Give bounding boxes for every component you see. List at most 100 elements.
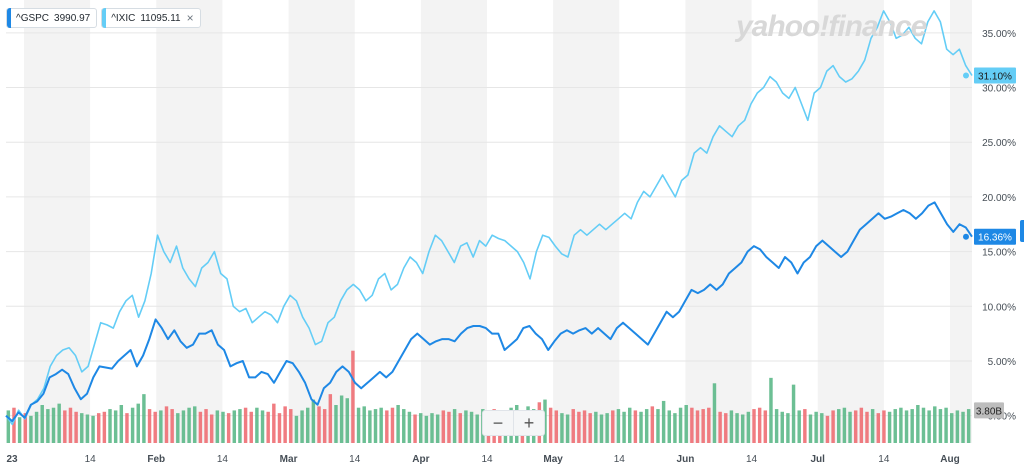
volume-bar <box>300 410 304 443</box>
volume-bar <box>413 414 417 443</box>
x-tick-label: Jul <box>810 454 825 465</box>
volume-bar <box>362 406 366 443</box>
yahoo-finance-logo: yahoo!finance <box>736 10 927 43</box>
volume-bar <box>944 407 948 443</box>
volume-bar <box>599 414 604 443</box>
volume-bar <box>808 414 813 443</box>
volume-bar <box>136 403 140 443</box>
volume-bar <box>458 413 462 443</box>
volume-bar <box>430 413 434 443</box>
volume-bar <box>571 409 575 443</box>
volume-bar <box>260 410 265 443</box>
volume-bar <box>661 400 666 443</box>
close-icon[interactable]: × <box>186 11 194 25</box>
volume-bar <box>678 407 683 443</box>
volume-bar <box>955 410 960 443</box>
volume-bar <box>113 410 118 443</box>
volume-bar <box>17 417 22 443</box>
x-tick-label: 14 <box>217 454 229 465</box>
shaded-band <box>420 0 487 443</box>
volume-bar <box>644 409 649 443</box>
volume-bar <box>311 399 316 443</box>
x-tick-label: Mar <box>280 454 298 465</box>
y-tick-label: 5.00% <box>988 357 1016 368</box>
series-value-label: 16.36% <box>978 233 1012 244</box>
series-end-dot <box>963 233 969 240</box>
volume-bar <box>447 411 451 443</box>
volume-bar <box>255 407 259 443</box>
volume-bar <box>814 411 818 443</box>
zoom-in-button[interactable]: + <box>513 411 544 435</box>
volume-bar <box>402 409 406 443</box>
volume-bar <box>63 410 67 443</box>
volume-bar <box>176 413 180 443</box>
volume-bar <box>904 410 909 443</box>
volume-bar <box>385 410 389 443</box>
legend-item-gspc[interactable]: ^GSPC 3990.97 <box>6 8 98 28</box>
volume-bar <box>159 410 163 443</box>
volume-bar <box>605 413 609 443</box>
series-line-ixic <box>5 10 973 426</box>
volume-bar <box>701 409 705 443</box>
volume-bar <box>786 413 790 443</box>
volume-bar <box>328 394 333 443</box>
volume-bar <box>910 409 914 443</box>
y-tick-label: 25.00% <box>982 138 1016 149</box>
volume-bar <box>757 407 762 443</box>
volume-bar <box>181 410 186 443</box>
zoom-out-button[interactable]: − <box>492 412 504 433</box>
zoom-controls: − + <box>482 410 545 436</box>
volume-bar <box>125 413 129 443</box>
x-tick-label: Aug <box>940 454 959 465</box>
volume-bar <box>390 407 395 443</box>
x-tick-label: Jun <box>677 454 695 465</box>
volume-bar <box>74 411 78 443</box>
volume-bar <box>289 409 293 443</box>
series-value-label: 31.10% <box>978 71 1012 82</box>
volume-bar <box>684 405 688 443</box>
series-end-dot <box>963 72 969 79</box>
volume-bar <box>130 407 135 443</box>
volume-bar <box>40 405 44 443</box>
y-tick-label: 10.00% <box>982 302 1016 313</box>
volume-bar <box>780 411 784 443</box>
volume-bar <box>29 415 33 443</box>
legend: ^GSPC 3990.97 ^IXIC 11095.11 × <box>6 8 201 28</box>
volume-bar <box>803 409 807 443</box>
y-tick-label: 35.00% <box>982 29 1016 40</box>
volume-bar <box>475 414 479 443</box>
volume-bar <box>797 410 801 443</box>
volume-bar <box>853 410 858 443</box>
volume-bar <box>588 413 592 443</box>
x-tick-label: 23 <box>6 454 18 465</box>
volume-bar <box>622 411 626 443</box>
volume-bar <box>345 398 349 443</box>
volume-badge <box>974 402 1004 419</box>
volume-bar <box>373 409 378 443</box>
x-tick-label: Apr <box>412 454 429 465</box>
volume-bar <box>712 383 717 443</box>
x-tick-label: May <box>543 454 563 465</box>
y-tick-label: 20.00% <box>982 193 1016 204</box>
volume-bar <box>729 410 734 443</box>
volume-bar <box>68 407 73 443</box>
volume-bar <box>322 409 327 443</box>
volume-bar <box>865 411 869 443</box>
volume-bar <box>548 407 553 443</box>
volume-bar <box>12 407 16 443</box>
volume-bar <box>396 405 400 443</box>
volume-label: 3.80B <box>976 406 1002 417</box>
volume-bar <box>966 409 971 443</box>
volume-bar <box>204 409 208 443</box>
volume-bar <box>249 411 253 443</box>
volume-bar <box>887 411 892 443</box>
volume-bar <box>650 406 655 443</box>
volume-bar <box>356 407 361 443</box>
legend-item-ixic[interactable]: ^IXIC 11095.11 × <box>101 8 201 28</box>
volume-bar <box>23 413 27 443</box>
volume-bar <box>435 414 440 443</box>
volume-bar <box>153 411 157 443</box>
price-marker-handle[interactable] <box>1020 220 1024 242</box>
volume-bar <box>633 410 638 443</box>
